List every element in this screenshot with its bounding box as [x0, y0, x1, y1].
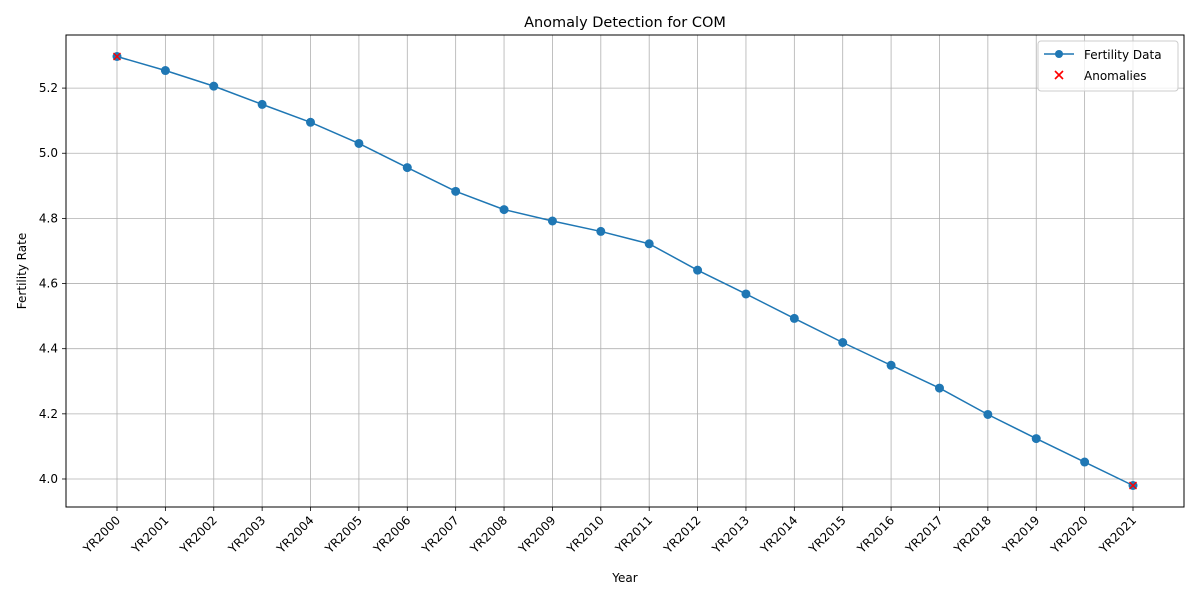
x-tick-label: YR2007 [418, 513, 461, 556]
series-line-fertility-data [116, 55, 1134, 487]
legend-marker-swatch [1055, 50, 1063, 58]
y-tick-label: 4.6 [39, 277, 58, 291]
data-point [789, 313, 799, 323]
data-point [547, 216, 557, 226]
legend: Fertility Data Anomalies [1037, 40, 1179, 92]
x-tick-label: YR2013 [709, 513, 752, 556]
x-tick-label: YR2016 [854, 513, 897, 556]
x-tick-label: YR2019 [999, 513, 1042, 556]
y-tick-label: 4.8 [39, 211, 58, 225]
x-tick-label: YR2014 [757, 513, 800, 556]
x-tick-label: YR2012 [660, 513, 703, 556]
x-axis-label: Year [611, 571, 637, 585]
data-point [838, 338, 848, 348]
x-tick-label: YR2015 [806, 513, 849, 556]
x-tick-label: YR2010 [564, 513, 607, 556]
anomaly-marker [1129, 481, 1137, 490]
x-tick-label: YR2017 [902, 513, 945, 556]
legend-label-fertility-data: Fertility Data [1084, 48, 1162, 62]
legend-anomaly-x-swatch [1054, 70, 1064, 80]
x-tick-label: YR2008 [467, 513, 510, 556]
data-point [741, 289, 751, 299]
data-point [1031, 434, 1041, 444]
data-point [451, 186, 461, 196]
x-tick-label: YR2021 [1096, 513, 1139, 556]
y-axis: 4.0 4.2 4.4 4.6 4.8 5.0 5.2 [39, 81, 66, 486]
data-point [644, 239, 654, 249]
data-point [596, 226, 606, 236]
series-line-layer [116, 55, 1134, 487]
x-tick-label: YR2011 [612, 513, 655, 556]
data-point [306, 117, 316, 127]
y-tick-label: 4.2 [39, 407, 58, 421]
data-point [354, 138, 364, 148]
anomaly-marker-layer [113, 52, 1137, 490]
y-axis-label: Fertility Rate [15, 233, 29, 309]
y-tick-label: 4.0 [39, 472, 58, 486]
data-point-layer [112, 51, 1138, 491]
x-axis: YR2000 YR2001 YR2002 YR2003 YR2004 YR2005 YR20… [80, 507, 1139, 557]
x-tick-label: YR2003 [225, 513, 268, 556]
data-point [160, 66, 170, 76]
data-point [257, 99, 267, 109]
x-tick-label: YR2005 [322, 513, 365, 556]
data-point [693, 265, 703, 275]
anomaly-marker [113, 52, 121, 61]
data-point [886, 360, 896, 370]
x-tick-label: YR2004 [273, 513, 316, 556]
x-tick-label: YR2002 [177, 513, 220, 556]
x-tick-label: YR2020 [1047, 513, 1090, 556]
y-tick-label: 5.2 [39, 81, 58, 95]
plot-area-frame [65, 34, 1185, 508]
x-tick-label: YR2000 [80, 513, 123, 556]
data-point [402, 163, 412, 173]
legend-label-anomalies: Anomalies [1084, 69, 1147, 83]
y-tick-label: 5.0 [39, 146, 58, 160]
y-tick-label: 4.4 [39, 342, 58, 356]
chart-title: Anomaly Detection for COM [524, 15, 726, 31]
grid-lines [66, 35, 1184, 507]
x-tick-label: YR2006 [370, 513, 413, 556]
x-tick-label: YR2009 [515, 513, 558, 556]
data-point [499, 205, 509, 215]
data-point [1080, 457, 1090, 467]
data-point [983, 409, 993, 419]
x-tick-label: YR2001 [128, 513, 171, 556]
x-tick-label: YR2018 [951, 513, 994, 556]
legend-anomaly-x-mark [1054, 70, 1064, 80]
data-point [209, 81, 219, 91]
data-point [934, 383, 944, 393]
